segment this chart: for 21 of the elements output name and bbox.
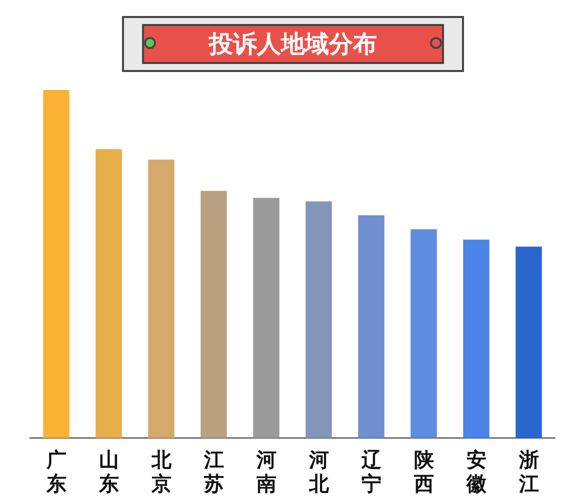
x-tick-label: 陕西 xyxy=(412,450,434,496)
x-tick-label: 浙江 xyxy=(518,450,539,496)
bar xyxy=(96,149,122,438)
x-tick-label: 河南 xyxy=(255,450,276,496)
bar xyxy=(410,229,437,438)
x-tick-label: 江苏 xyxy=(202,450,224,496)
bar xyxy=(200,190,227,438)
chart-title: 投诉人地域分布 xyxy=(142,24,444,64)
bar xyxy=(306,201,332,438)
bar xyxy=(43,90,70,438)
x-tick-label: 安徽 xyxy=(465,448,488,496)
bar xyxy=(148,160,174,438)
bar xyxy=(516,246,542,438)
x-tick-label: 河北 xyxy=(308,450,330,496)
bar xyxy=(358,215,384,438)
bar xyxy=(253,198,280,438)
bar xyxy=(463,240,490,438)
x-tick-label: 广东 xyxy=(45,448,66,496)
x-tick-label: 山东 xyxy=(98,450,119,496)
x-tick-label: 辽宁 xyxy=(360,450,382,496)
x-tick-label: 北京 xyxy=(150,450,172,496)
